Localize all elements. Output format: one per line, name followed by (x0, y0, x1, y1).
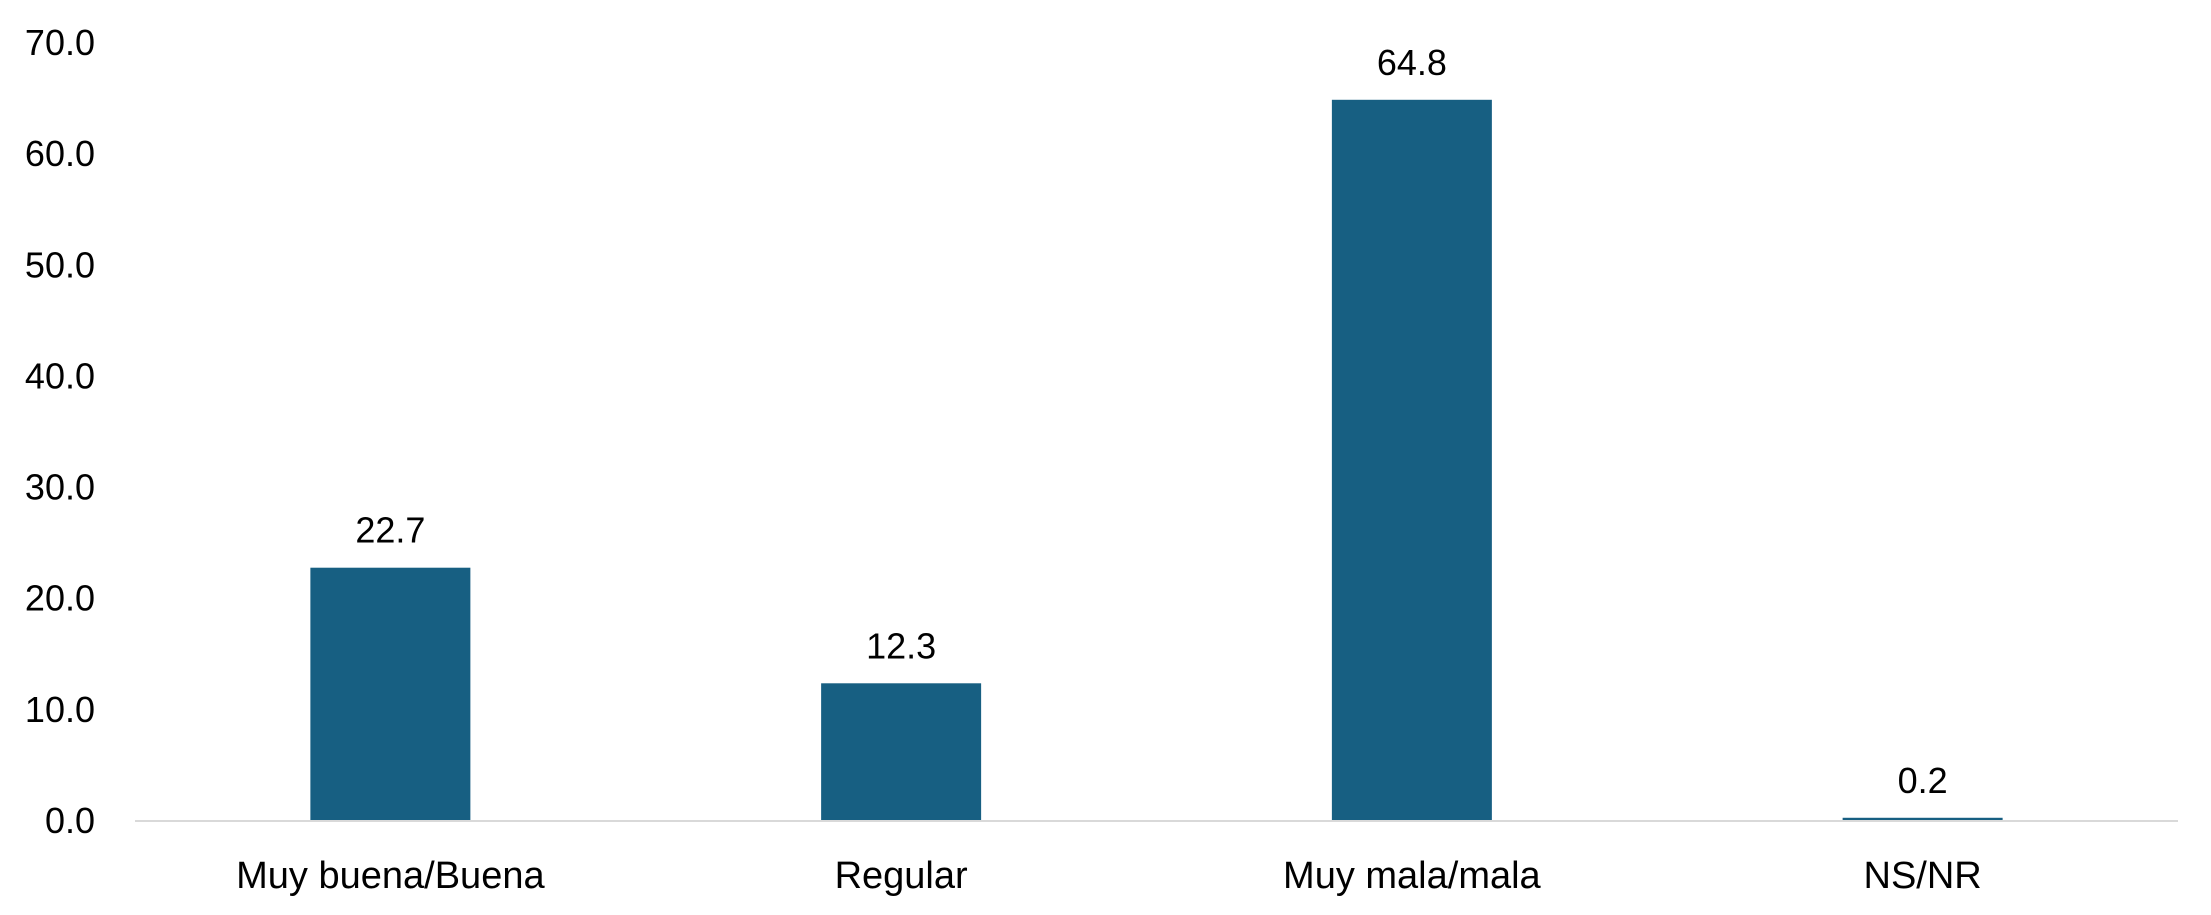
x-category-label: Muy mala/mala (1283, 855, 1541, 897)
x-axis-labels: Muy buena/Buena Regular Muy mala/mala NS/NR (236, 855, 1982, 897)
y-tick-label: 70.0 (25, 22, 95, 63)
data-label: 64.8 (1377, 42, 1447, 83)
y-axis-ticks: 0.0 10.0 20.0 30.0 40.0 50.0 60.0 70.0 (25, 22, 95, 841)
bar (310, 567, 471, 820)
data-label: 12.3 (866, 625, 936, 666)
bar (1331, 99, 1492, 820)
y-tick-label: 30.0 (25, 467, 95, 508)
y-tick-label: 50.0 (25, 244, 95, 285)
y-tick-label: 40.0 (25, 355, 95, 396)
bar (821, 683, 982, 820)
x-category-label: NS/NR (1864, 855, 1982, 897)
data-label: 0.2 (1898, 760, 1948, 801)
data-labels: 22.7 12.3 64.8 0.2 (355, 42, 1947, 801)
data-label: 22.7 (355, 510, 425, 551)
x-category-label: Regular (835, 855, 968, 897)
y-tick-label: 10.0 (25, 689, 95, 730)
x-category-label: Muy buena/Buena (236, 855, 545, 897)
bar (1842, 817, 2003, 820)
bars (310, 99, 2003, 820)
y-tick-label: 0.0 (45, 800, 95, 841)
y-tick-label: 60.0 (25, 133, 95, 174)
y-tick-label: 20.0 (25, 578, 95, 619)
